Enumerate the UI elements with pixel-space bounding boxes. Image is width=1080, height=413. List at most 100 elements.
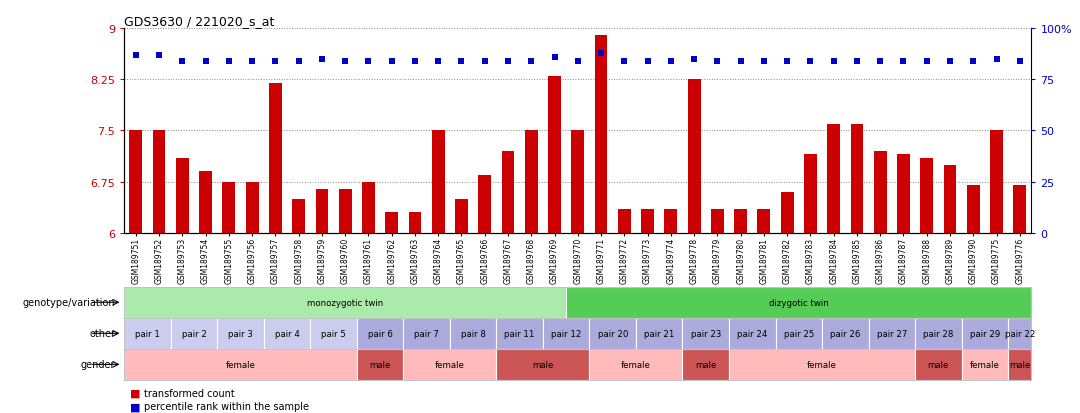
Bar	[356, 349, 403, 380]
Bar	[403, 349, 497, 380]
Bar	[356, 318, 403, 349]
Point	[383, 58, 401, 65]
Point	[1011, 58, 1028, 65]
Bar	[590, 318, 636, 349]
Bar	[944, 165, 957, 233]
Bar	[822, 318, 868, 349]
Text: dizygotic twin: dizygotic twin	[769, 298, 828, 307]
Text: pair 6: pair 6	[367, 329, 392, 338]
Bar	[478, 176, 491, 233]
Text: pair 1: pair 1	[135, 329, 160, 338]
Text: monozygotic twin: monozygotic twin	[307, 298, 383, 307]
Bar	[571, 131, 584, 233]
Bar	[920, 158, 933, 233]
Text: ■: ■	[130, 401, 140, 411]
Text: gender: gender	[81, 359, 116, 370]
Point	[569, 58, 586, 65]
Bar	[549, 76, 561, 233]
Text: transformed count: transformed count	[144, 388, 234, 398]
Text: male: male	[369, 360, 391, 369]
Bar	[1008, 349, 1031, 380]
Bar	[1013, 186, 1026, 233]
Point	[360, 58, 377, 65]
Point	[686, 56, 703, 63]
Text: pair 23: pair 23	[690, 329, 721, 338]
Bar	[915, 318, 961, 349]
Bar	[217, 318, 264, 349]
Bar	[124, 349, 356, 380]
Text: female: female	[970, 360, 1000, 369]
Text: other: other	[90, 328, 116, 339]
Bar	[967, 186, 980, 233]
Point	[708, 58, 726, 65]
Bar	[729, 318, 775, 349]
Bar	[851, 124, 863, 233]
Text: male: male	[696, 360, 716, 369]
Point	[964, 58, 982, 65]
Text: pair 4: pair 4	[274, 329, 299, 338]
Bar	[915, 349, 961, 380]
Point	[942, 58, 959, 65]
Text: ■: ■	[130, 388, 140, 398]
Point	[801, 58, 819, 65]
Point	[243, 58, 260, 65]
Bar	[222, 182, 235, 233]
Text: pair 11: pair 11	[504, 329, 535, 338]
Text: female: female	[435, 360, 464, 369]
Point	[825, 58, 842, 65]
Text: female: female	[807, 360, 837, 369]
Text: female: female	[226, 360, 256, 369]
Text: pair 22: pair 22	[1004, 329, 1035, 338]
Bar	[176, 158, 189, 233]
Bar	[403, 318, 450, 349]
Text: pair 29: pair 29	[970, 329, 1000, 338]
Point	[174, 58, 191, 65]
Point	[662, 58, 679, 65]
Bar	[152, 131, 165, 233]
Bar	[264, 318, 310, 349]
Point	[291, 58, 308, 65]
Bar	[269, 83, 282, 233]
Bar	[961, 349, 1008, 380]
Point	[639, 58, 657, 65]
Bar	[566, 287, 1031, 318]
Text: pair 5: pair 5	[321, 329, 346, 338]
Bar	[827, 124, 840, 233]
Text: pair 8: pair 8	[461, 329, 486, 338]
Point	[453, 58, 470, 65]
Point	[313, 56, 330, 63]
Bar	[362, 182, 375, 233]
Bar	[525, 131, 538, 233]
Point	[988, 56, 1005, 63]
Point	[593, 50, 610, 57]
Bar	[868, 318, 915, 349]
Bar	[408, 213, 421, 233]
Bar	[804, 155, 816, 233]
Point	[918, 58, 935, 65]
Bar	[293, 199, 305, 233]
Point	[732, 58, 750, 65]
Bar	[683, 318, 729, 349]
Bar	[711, 209, 724, 233]
Point	[150, 52, 167, 59]
Bar	[775, 318, 822, 349]
Point	[220, 58, 238, 65]
Bar	[124, 287, 566, 318]
Bar	[734, 209, 747, 233]
Bar	[315, 189, 328, 233]
Bar	[874, 152, 887, 233]
Text: pair 26: pair 26	[831, 329, 861, 338]
Text: female: female	[621, 360, 651, 369]
Bar	[130, 131, 143, 233]
Point	[755, 58, 772, 65]
Bar	[450, 318, 497, 349]
Bar	[501, 152, 514, 233]
Point	[895, 58, 913, 65]
Bar	[683, 349, 729, 380]
Bar	[543, 318, 590, 349]
Point	[848, 58, 865, 65]
Bar	[497, 349, 590, 380]
Bar	[199, 172, 212, 233]
Text: percentile rank within the sample: percentile rank within the sample	[144, 401, 309, 411]
Text: pair 7: pair 7	[414, 329, 440, 338]
